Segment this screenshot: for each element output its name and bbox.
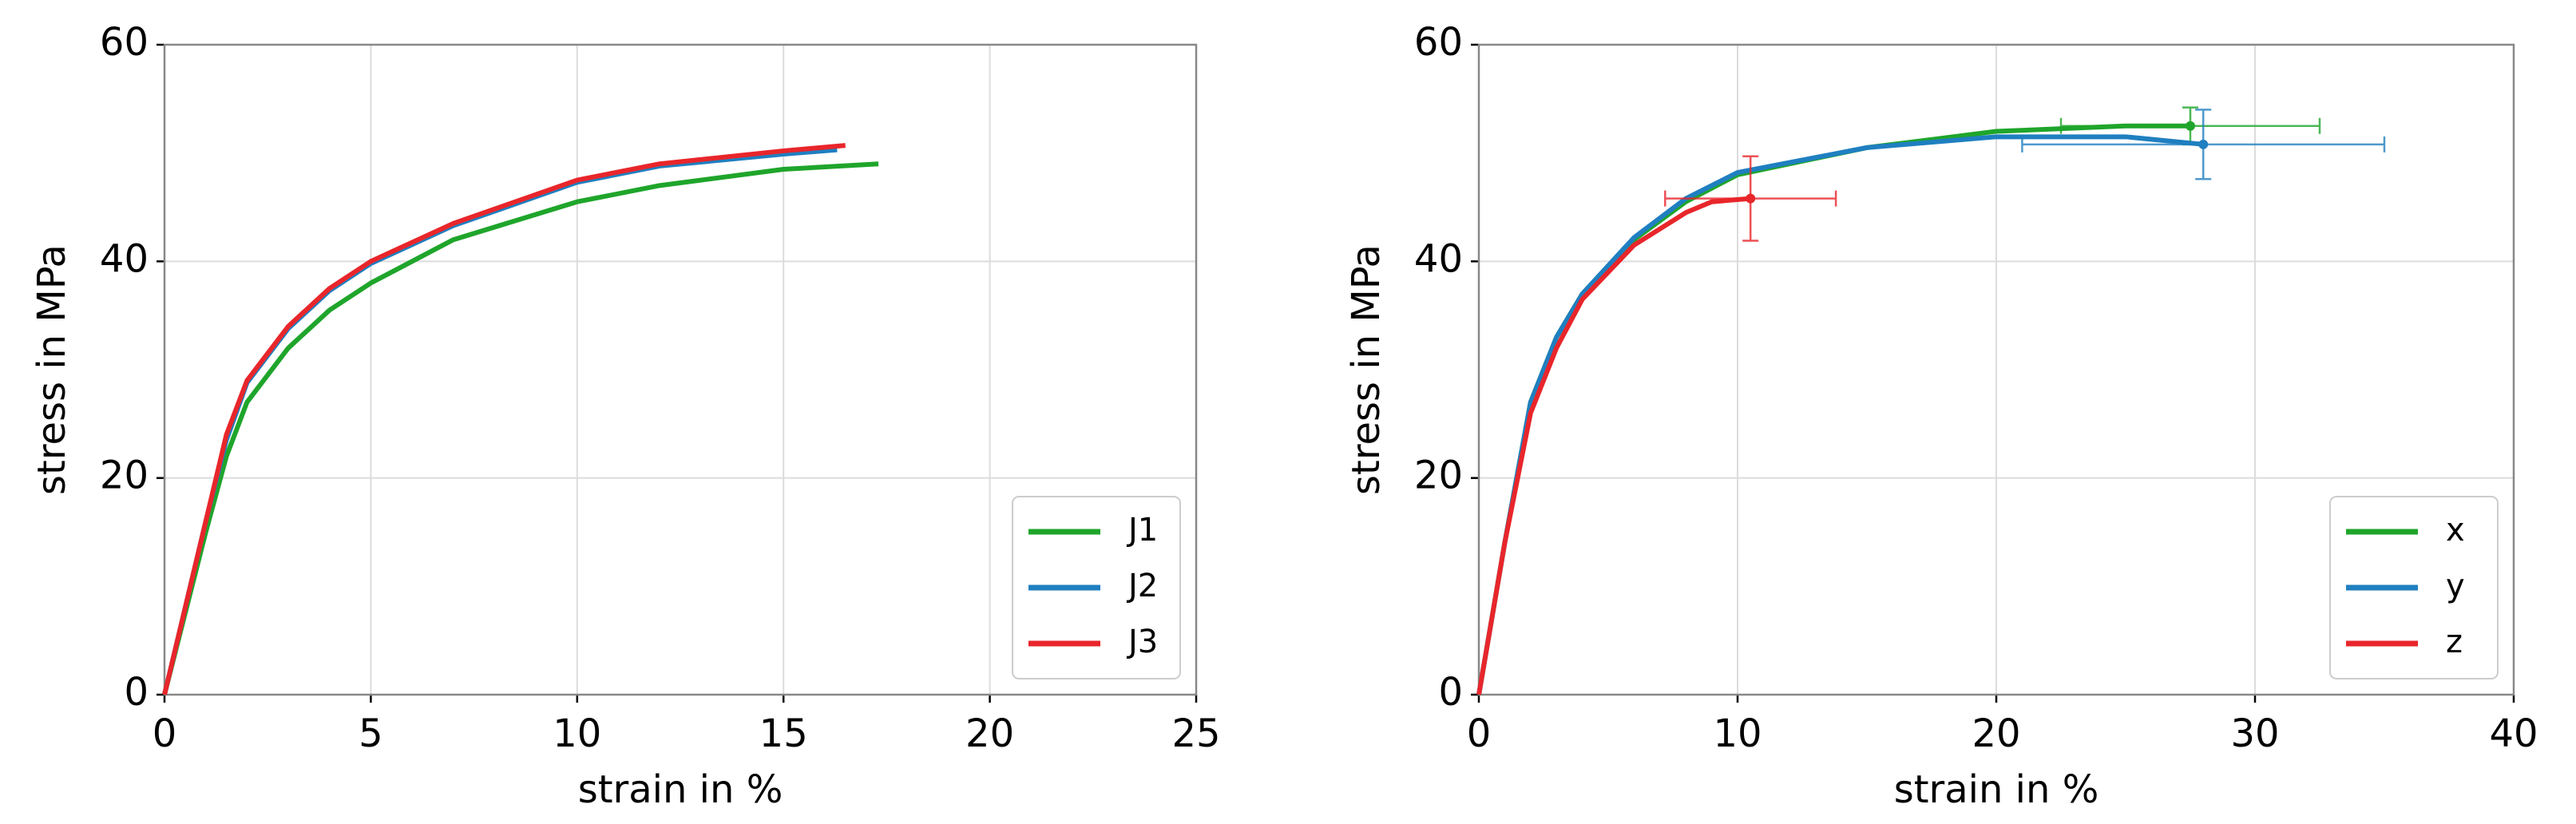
x-tick-label: 30 xyxy=(2230,711,2279,756)
series-line xyxy=(1476,196,1751,695)
y-axis-label: stress in MPa xyxy=(1344,244,1389,495)
x-tick-label: 40 xyxy=(2489,711,2538,756)
series-line xyxy=(1476,123,2190,695)
legend-label: J2 xyxy=(1126,568,1158,604)
plot-frame xyxy=(163,43,1198,696)
legend-label: J1 xyxy=(1126,512,1158,549)
end-point xyxy=(2186,121,2195,131)
x-axis-label: strain in % xyxy=(1894,767,2099,812)
series-line xyxy=(1476,134,2204,695)
end-point xyxy=(1746,193,1756,204)
y-axis-label: stress in MPa xyxy=(30,244,74,495)
end-point xyxy=(2198,139,2209,149)
legend-label: y xyxy=(2446,568,2465,604)
x-tick-label: 5 xyxy=(359,711,383,756)
x-tick-label: 0 xyxy=(153,711,177,756)
x-tick-label: 10 xyxy=(1713,711,1762,756)
y-tick-label: 0 xyxy=(124,670,149,715)
series-line xyxy=(162,143,846,695)
y-tick-label: 40 xyxy=(1414,236,1463,281)
x-axis-label: strain in % xyxy=(578,767,783,812)
x-tick-label: 20 xyxy=(1972,711,2020,756)
y-tick-label: 20 xyxy=(1414,454,1463,498)
y-tick-label: 60 xyxy=(100,20,149,65)
x-tick-label: 20 xyxy=(965,711,1014,756)
series-line xyxy=(162,161,879,695)
legend-label: z xyxy=(2446,624,2463,660)
plot-frame xyxy=(1477,43,2515,696)
legend-label: x xyxy=(2446,512,2465,549)
y-tick-label: 20 xyxy=(100,454,149,498)
y-tick-label: 60 xyxy=(1414,20,1463,65)
series-line xyxy=(162,147,838,695)
y-tick-label: 0 xyxy=(1438,670,1463,715)
x-tick-label: 25 xyxy=(1171,711,1220,756)
x-tick-label: 10 xyxy=(553,711,601,756)
x-tick-label: 0 xyxy=(1467,711,1492,756)
x-tick-label: 15 xyxy=(759,711,808,756)
legend: xyz xyxy=(2329,496,2499,679)
legend: J1 J2 J3 xyxy=(1012,496,1181,679)
legend-label: J3 xyxy=(1126,624,1158,660)
y-tick-label: 40 xyxy=(100,236,149,281)
